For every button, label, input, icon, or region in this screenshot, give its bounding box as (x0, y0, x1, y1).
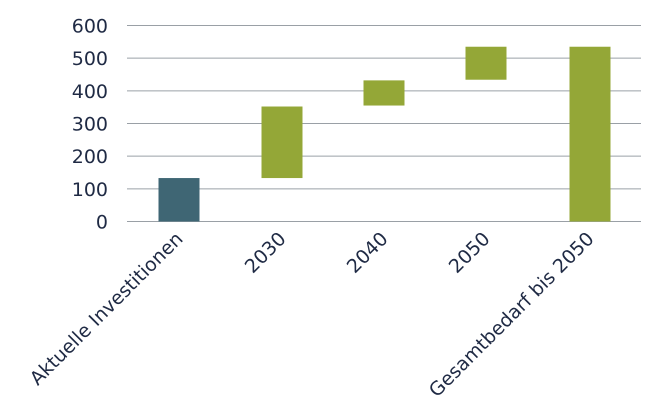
x-category-label: Gesamtbedarf bis 2050 (425, 228, 599, 402)
y-tick-label: 500 (72, 48, 108, 70)
y-tick-label: 600 (72, 16, 108, 38)
x-category-label: Aktuelle Investitionen (26, 228, 188, 390)
x-category-label: 2050 (445, 228, 495, 278)
y-axis-ticks: 0 100 200 300 400 500 600 (72, 16, 108, 234)
y-tick-label: 0 (96, 212, 108, 234)
bar (261, 106, 303, 179)
bars (158, 46, 611, 222)
y-tick-label: 100 (72, 179, 108, 201)
bar (569, 46, 611, 222)
x-category-label: 2040 (343, 228, 393, 278)
y-tick-label: 400 (72, 81, 108, 103)
y-tick-label: 200 (72, 146, 108, 168)
x-axis-labels: Aktuelle Investitionen 2030 2040 2050Gesamt… (26, 228, 599, 402)
bar (363, 80, 405, 106)
bar (158, 178, 200, 222)
y-tick-label: 300 (72, 114, 108, 136)
gridlines (127, 25, 641, 222)
bar (465, 46, 507, 80)
x-category-label: 2030 (241, 228, 291, 278)
